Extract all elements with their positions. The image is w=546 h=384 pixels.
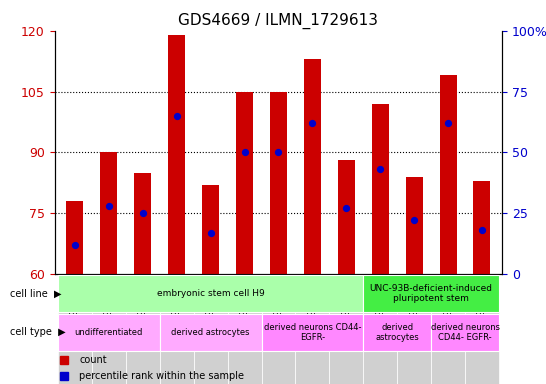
Text: cell type  ▶: cell type ▶ — [10, 327, 66, 337]
Bar — [58, 274, 92, 384]
Bar — [465, 274, 499, 384]
Text: derived neurons CD44-
EGFR-: derived neurons CD44- EGFR- — [264, 323, 361, 342]
Text: percentile rank within the sample: percentile rank within the sample — [79, 371, 244, 381]
Bar — [100, 152, 117, 274]
Text: cell line  ▶: cell line ▶ — [10, 288, 61, 298]
Bar — [363, 274, 397, 384]
Bar — [160, 314, 262, 351]
Bar — [67, 201, 84, 274]
Bar — [262, 274, 295, 384]
Bar — [473, 181, 490, 274]
Bar — [372, 104, 389, 274]
Bar — [58, 314, 160, 351]
Bar — [134, 172, 151, 274]
Bar — [236, 91, 253, 274]
Point — [274, 149, 283, 156]
Point — [308, 120, 317, 126]
Point — [70, 242, 79, 248]
Bar — [168, 35, 185, 274]
Point — [173, 113, 181, 119]
Bar — [160, 274, 194, 384]
Text: derived astrocytes: derived astrocytes — [171, 328, 250, 337]
Bar — [194, 274, 228, 384]
Text: undifferentiated: undifferentiated — [75, 328, 143, 337]
Bar — [397, 274, 431, 384]
Title: GDS4669 / ILMN_1729613: GDS4669 / ILMN_1729613 — [179, 13, 378, 29]
Bar — [338, 161, 355, 274]
Bar — [295, 274, 329, 384]
Point — [104, 203, 113, 209]
Bar — [202, 185, 219, 274]
Point — [376, 166, 384, 172]
Bar — [440, 75, 456, 274]
Bar — [406, 177, 423, 274]
Point — [342, 205, 351, 211]
Bar — [92, 274, 126, 384]
Point — [478, 227, 486, 233]
Point — [410, 217, 418, 223]
Bar — [304, 59, 321, 274]
Point — [139, 210, 147, 216]
Bar — [228, 274, 262, 384]
Bar — [431, 314, 499, 351]
Bar — [363, 314, 431, 351]
Point — [206, 230, 215, 236]
Bar — [126, 274, 160, 384]
Bar — [58, 275, 363, 312]
Bar — [363, 275, 499, 312]
Bar — [270, 91, 287, 274]
Text: embryonic stem cell H9: embryonic stem cell H9 — [157, 289, 264, 298]
Bar — [431, 274, 465, 384]
Text: count: count — [79, 355, 107, 365]
Bar — [262, 314, 363, 351]
Point — [240, 149, 249, 156]
Bar — [329, 274, 363, 384]
Text: derived neurons
CD44- EGFR-: derived neurons CD44- EGFR- — [430, 323, 500, 342]
Text: UNC-93B-deficient-induced
pluripotent stem: UNC-93B-deficient-induced pluripotent st… — [370, 284, 492, 303]
Text: derived
astrocytes: derived astrocytes — [375, 323, 419, 342]
Point — [444, 120, 453, 126]
